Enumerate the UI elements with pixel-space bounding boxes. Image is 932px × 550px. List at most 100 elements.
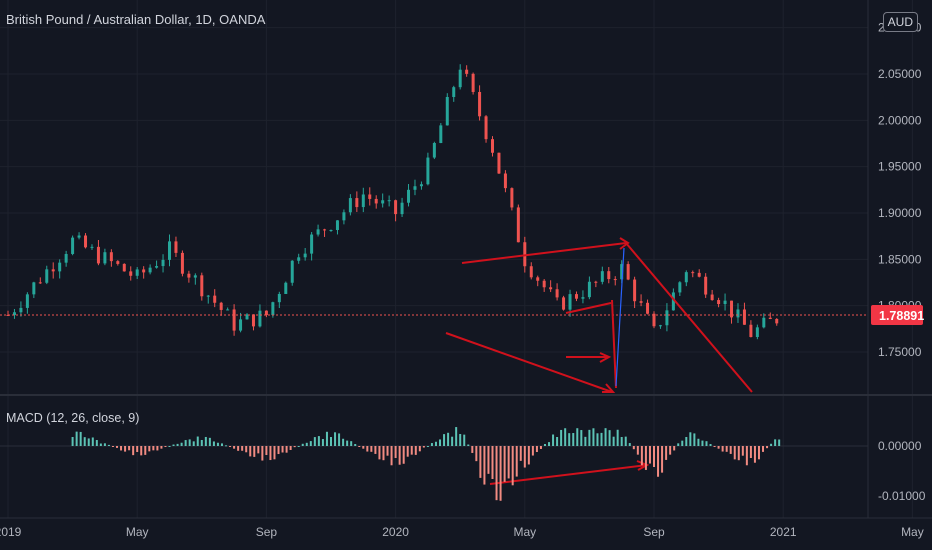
macd-bar [628,443,631,446]
macd-bar [103,443,106,446]
macd-tick-label: 0.00000 [878,439,922,453]
candle-body [607,271,611,280]
macd-bar [79,431,82,446]
time-tick-label: Sep [256,525,278,539]
candle-body [536,277,540,281]
candle-body [213,295,217,303]
macd-bar [636,446,639,455]
macd-bar [313,437,316,446]
candle-body [361,194,365,208]
macd-bar [196,436,199,446]
macd-bar [455,427,458,446]
macd-bar [95,440,98,446]
macd-tick-label: -0.01000 [878,489,926,503]
time-tick-label: 2020 [382,525,409,539]
macd-bar [693,433,696,446]
candle-body [587,281,591,298]
macd-bar [216,442,219,446]
time-tick-label: May [126,525,149,539]
currency-badge[interactable]: AUD [882,12,918,32]
candle-body [542,280,546,288]
macd-bar [539,446,542,449]
candle-body [736,309,740,318]
last-price-value: 1.78891 [879,309,924,323]
candle-body [374,198,378,204]
macd-bar [281,446,284,453]
macd-bar [612,436,615,446]
macd-bar [733,446,736,460]
candle-body [704,276,708,295]
macd-bar [301,443,304,446]
macd-bar [439,439,442,446]
price-tick-label: 1.90000 [878,206,922,220]
macd-trendline [489,464,648,485]
macd-bar [293,446,296,448]
macd-bar [418,446,421,452]
candle-body [96,246,100,264]
macd-bar [556,437,559,446]
macd-bar [71,437,74,446]
macd-bar [212,441,215,446]
macd-bar [499,446,502,501]
macd-bar [640,446,643,466]
candle-body [626,264,630,280]
macd-bar [144,446,147,455]
macd-bar [382,446,385,461]
macd-bar [346,440,349,446]
candle-body [368,194,372,199]
macd-bar [99,443,102,446]
price-tick-label: 1.95000 [878,160,922,174]
candle-body [594,281,598,283]
macd-bar [229,446,232,447]
candle-body [697,272,701,277]
macd-bar [459,434,462,446]
candle-body [646,302,650,314]
candle-body [310,234,314,254]
macd-indicator-label[interactable]: MACD (12, 26, close, 9) [6,411,140,425]
candle-body [452,87,456,97]
macd-bar [451,436,454,446]
candle-body [155,266,159,268]
macd-bar [632,446,635,450]
candle-body [25,294,29,308]
candle-body [484,116,488,140]
candle-body [510,188,514,208]
candle-body [710,294,714,301]
macd-bar [479,446,482,478]
macd-bar [661,446,664,473]
candle-body [232,309,236,331]
macd-bar [737,446,740,461]
macd-bar [757,446,760,460]
candle-body [678,282,682,293]
lower-arrowhead [602,383,616,393]
candle-body [316,229,320,235]
trend-drawings[interactable] [445,237,753,485]
candle-body [478,91,482,117]
macd-bar [721,446,724,452]
macd-bar [273,446,276,460]
candle-body [116,261,120,264]
macd-bar [249,446,252,457]
candle-body [290,260,294,283]
macd-bar [657,446,660,477]
candle-body [471,73,475,92]
macd-bar [584,436,587,446]
time-axis[interactable]: 2019MaySep2020MaySep2021MaySep [0,525,932,539]
macd-bar [705,441,708,446]
macd-bar [600,432,603,446]
candle-body [529,266,533,278]
macd-bar [350,441,353,446]
candle-body [38,282,42,284]
candle-body [413,186,417,190]
macd-bar [140,446,143,456]
candle-body [491,139,494,153]
macd-bar [136,446,139,452]
macd-axis[interactable]: 0.00000 -0.01000 [878,439,926,503]
macd-bar [128,446,131,451]
macd-bar [309,441,312,446]
macd-bar [543,444,546,446]
candle-body [516,207,520,243]
price-tick-label: 1.85000 [878,252,922,266]
macd-bar [523,446,526,468]
